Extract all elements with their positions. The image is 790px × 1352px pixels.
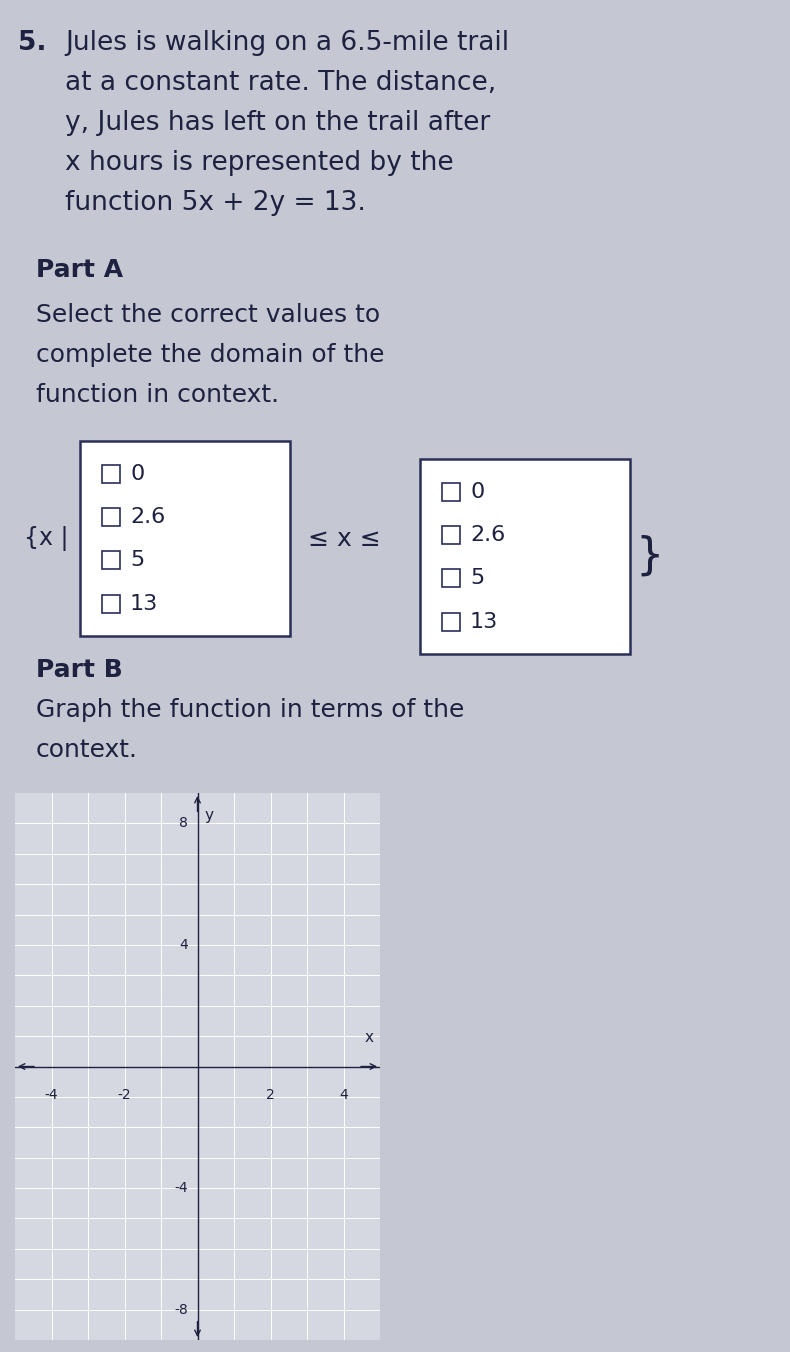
Text: 8: 8: [179, 817, 188, 830]
Text: 4: 4: [339, 1088, 348, 1102]
Text: Part B: Part B: [36, 658, 122, 681]
Bar: [102, 508, 120, 526]
Text: 13: 13: [470, 611, 498, 631]
Text: ≤ x ≤: ≤ x ≤: [308, 526, 381, 550]
Text: 2: 2: [266, 1088, 275, 1102]
Text: x: x: [364, 1030, 374, 1045]
Bar: [102, 595, 120, 612]
Bar: [442, 483, 460, 500]
Text: 0: 0: [470, 481, 484, 502]
Text: 2.6: 2.6: [470, 525, 506, 545]
Text: 2.6: 2.6: [130, 507, 165, 527]
Text: -4: -4: [175, 1182, 188, 1195]
Text: Graph the function in terms of the: Graph the function in terms of the: [36, 698, 465, 722]
Bar: [442, 569, 460, 587]
Text: Jules is walking on a 6.5-mile trail: Jules is walking on a 6.5-mile trail: [65, 30, 509, 55]
Bar: [102, 552, 120, 569]
Text: x hours is represented by the: x hours is represented by the: [65, 150, 453, 176]
Text: 13: 13: [130, 594, 158, 614]
Text: function in context.: function in context.: [36, 383, 279, 407]
Text: Select the correct values to: Select the correct values to: [36, 303, 380, 327]
Bar: [442, 612, 460, 630]
Text: 5: 5: [470, 568, 484, 588]
Text: 0: 0: [130, 464, 145, 484]
Bar: [442, 526, 460, 544]
Text: -4: -4: [45, 1088, 58, 1102]
Text: {x |: {x |: [24, 526, 68, 552]
Text: -8: -8: [175, 1302, 188, 1317]
Text: }: }: [635, 535, 664, 579]
Bar: [102, 465, 120, 483]
Bar: [80, 441, 290, 635]
Text: at a constant rate. The distance,: at a constant rate. The distance,: [65, 70, 496, 96]
Text: 4: 4: [179, 938, 188, 952]
Bar: [420, 458, 630, 654]
Text: -2: -2: [118, 1088, 131, 1102]
Text: y, Jules has left on the trail after: y, Jules has left on the trail after: [65, 110, 491, 137]
Text: y: y: [205, 808, 214, 823]
Text: 5.: 5.: [18, 30, 47, 55]
Text: complete the domain of the: complete the domain of the: [36, 343, 385, 366]
Text: Part A: Part A: [36, 258, 123, 283]
Text: 5: 5: [130, 550, 145, 571]
Text: function 5x + 2y = 13.: function 5x + 2y = 13.: [65, 191, 366, 216]
Text: context.: context.: [36, 738, 138, 763]
